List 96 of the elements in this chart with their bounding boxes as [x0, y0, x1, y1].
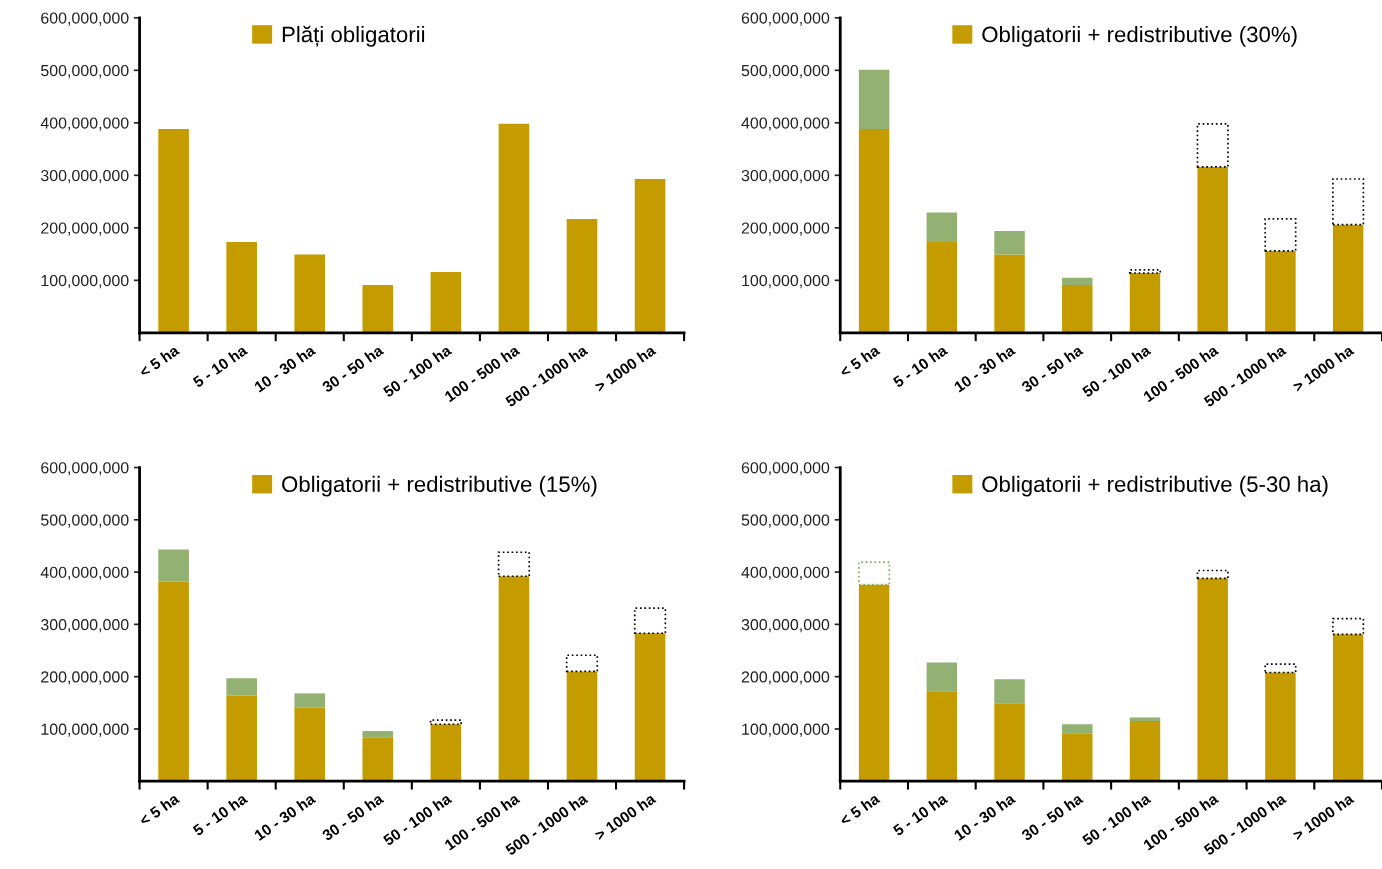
y-tick-label: 600,000,000	[741, 462, 830, 476]
y-tick-label: 300,000,000	[40, 619, 129, 633]
x-tick-label: < 5 ha	[138, 792, 181, 827]
y-tick-label: 200,000,000	[41, 671, 129, 685]
bar	[1062, 733, 1093, 782]
bar	[362, 285, 394, 333]
bar	[926, 212, 958, 242]
bar	[430, 271, 462, 333]
x-tick-label: 5 - 10 ha	[892, 343, 949, 388]
x-tick-label: 10 - 30 ha	[953, 792, 1017, 841]
bar	[226, 678, 257, 696]
y-tick-label: 100,000,000	[742, 274, 830, 289]
bar	[994, 703, 1025, 782]
bar	[994, 254, 1025, 333]
bar	[497, 551, 531, 578]
x-tick-label: 10 - 30 ha	[253, 343, 317, 393]
legend-label: Obligatorii + redistributive (15%)	[282, 475, 597, 497]
y-tick-label: 500,000,000	[40, 64, 129, 79]
bar	[294, 707, 326, 782]
bar	[634, 179, 666, 333]
bar	[926, 662, 958, 692]
bar	[498, 576, 530, 782]
bar	[994, 230, 1025, 255]
x-tick-label: < 5 ha	[838, 343, 881, 378]
bar	[430, 724, 462, 782]
x-tick-label: 5 - 10 ha	[191, 343, 249, 388]
bar	[926, 242, 958, 333]
bar	[858, 584, 890, 782]
y-tick-label: 300,000,000	[741, 619, 830, 633]
y-tick-label: 600,000,000	[41, 12, 129, 26]
bar	[1062, 724, 1093, 734]
bar	[1264, 663, 1297, 674]
y-tick-label: 500,000,000	[741, 64, 830, 79]
bar	[565, 654, 599, 673]
bar	[858, 69, 890, 130]
x-tick-label: < 5 ha	[138, 343, 181, 378]
y-tick-label: 400,000,000	[40, 566, 129, 580]
bar	[634, 633, 666, 782]
legend-label: Obligatorii + redistributive (30%)	[982, 26, 1297, 47]
bar	[566, 218, 598, 333]
y-tick-label: 200,000,000	[41, 222, 129, 236]
x-tick-label: < 5 ha	[838, 792, 881, 827]
bar	[1264, 218, 1297, 252]
bar	[226, 695, 257, 782]
bar	[294, 693, 326, 708]
bar	[158, 129, 189, 333]
x-tick-label: 10 - 30 ha	[953, 343, 1017, 393]
bar	[1332, 178, 1365, 226]
bar	[1332, 634, 1364, 782]
bar	[1129, 717, 1161, 722]
bar	[498, 123, 530, 333]
y-tick-label: 200,000,000	[741, 222, 830, 236]
y-tick-label: 100,000,000	[41, 723, 129, 737]
bar	[1129, 721, 1161, 782]
y-tick-label: 100,000,000	[41, 274, 129, 289]
bar	[362, 731, 394, 738]
bar	[362, 737, 394, 782]
bar	[1062, 277, 1093, 286]
bar	[1265, 250, 1296, 333]
bar	[1332, 224, 1364, 333]
y-tick-label: 100,000,000	[742, 723, 830, 737]
y-tick-label: 400,000,000	[741, 566, 830, 580]
y-tick-label: 600,000,000	[41, 462, 129, 476]
bar	[294, 254, 326, 333]
y-tick-label: 200,000,000	[741, 671, 830, 685]
y-tick-label: 600,000,000	[741, 12, 830, 26]
x-tick-label: 5 - 10 ha	[892, 792, 949, 837]
bar	[858, 561, 891, 586]
bar	[1197, 166, 1228, 333]
legend-label: Plăți obligatorii	[282, 25, 425, 47]
bar	[566, 671, 598, 782]
bar	[429, 719, 463, 726]
bar	[994, 679, 1025, 704]
bar	[1196, 123, 1229, 168]
bar	[158, 581, 189, 782]
bar	[1265, 672, 1296, 782]
legend-label: Obligatorii + redistributive (5-30 ha)	[982, 475, 1328, 497]
bar	[858, 129, 890, 333]
bar	[226, 242, 257, 333]
bar	[1196, 569, 1229, 580]
x-tick-label: 5 - 10 ha	[191, 792, 249, 837]
bar	[1129, 272, 1161, 333]
bar	[1128, 268, 1162, 274]
y-tick-label: 300,000,000	[40, 169, 129, 184]
bar	[926, 691, 958, 782]
bar	[1197, 578, 1228, 782]
y-tick-label: 300,000,000	[741, 169, 830, 184]
bar	[633, 607, 667, 635]
y-tick-label: 400,000,000	[40, 117, 129, 131]
y-tick-label: 500,000,000	[741, 514, 830, 528]
bar	[1062, 285, 1093, 333]
x-tick-label: 10 - 30 ha	[253, 792, 317, 841]
bar	[1332, 617, 1365, 636]
y-tick-label: 500,000,000	[40, 514, 129, 528]
bar	[158, 549, 189, 582]
y-tick-label: 400,000,000	[741, 117, 830, 131]
